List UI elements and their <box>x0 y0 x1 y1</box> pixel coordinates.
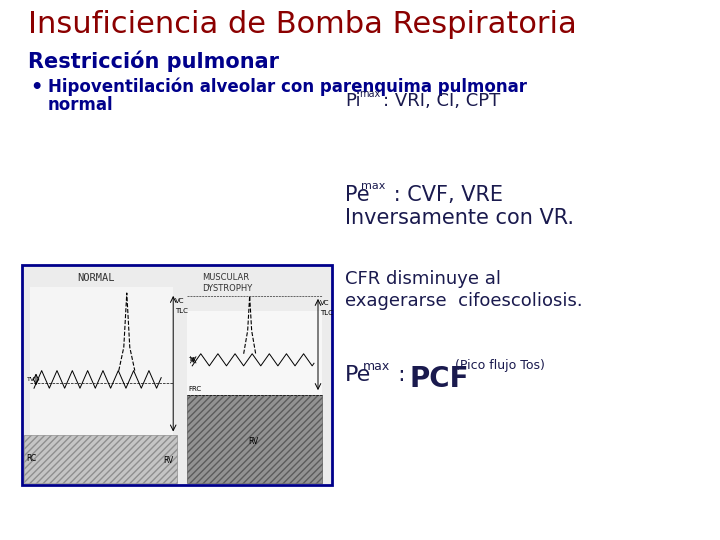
Text: FRC: FRC <box>188 386 202 392</box>
Text: DYSTROPHY: DYSTROPHY <box>202 284 253 293</box>
Text: Pe: Pe <box>345 185 369 205</box>
Text: MUSCULAR: MUSCULAR <box>202 273 249 282</box>
Text: : CVF, VRE: : CVF, VRE <box>387 185 503 205</box>
Text: :: : <box>391 365 420 385</box>
Text: max: max <box>359 89 380 99</box>
Text: RC: RC <box>26 454 36 463</box>
Text: TV: TV <box>27 377 35 382</box>
Text: CFR disminuye al: CFR disminuye al <box>345 270 501 288</box>
Bar <box>30 287 174 446</box>
Text: NORMAL: NORMAL <box>77 273 114 283</box>
Text: PCF: PCF <box>409 365 469 393</box>
Text: TLC: TLC <box>320 310 333 316</box>
Text: : VRI, CI, CPT: : VRI, CI, CPT <box>383 92 500 110</box>
Text: max: max <box>361 181 385 191</box>
Text: •: • <box>30 78 42 97</box>
Text: Inversamente con VR.: Inversamente con VR. <box>345 208 574 228</box>
Text: normal: normal <box>48 96 114 114</box>
Bar <box>22 265 332 485</box>
Text: RV: RV <box>248 436 258 446</box>
Text: VC: VC <box>175 298 185 304</box>
Text: Restricción pulmonar: Restricción pulmonar <box>28 50 279 71</box>
Text: RV: RV <box>163 456 174 465</box>
Bar <box>187 312 322 395</box>
Text: Hipoventilación alveolar con parenquima pulmonar: Hipoventilación alveolar con parenquima … <box>48 78 527 97</box>
Text: TV: TV <box>188 357 195 362</box>
Text: VC: VC <box>320 300 330 306</box>
Text: max: max <box>363 360 390 373</box>
Text: TLC: TLC <box>175 308 188 314</box>
Text: Pe: Pe <box>345 365 372 385</box>
Text: (Pico flujo Tos): (Pico flujo Tos) <box>451 359 545 372</box>
Bar <box>187 395 322 483</box>
Text: exagerarse  cifoescoliosis.: exagerarse cifoescoliosis. <box>345 292 582 310</box>
Bar <box>24 435 177 483</box>
Text: Insuficiencia de Bomba Respiratoria: Insuficiencia de Bomba Respiratoria <box>28 10 577 39</box>
Text: Pi: Pi <box>345 92 361 110</box>
